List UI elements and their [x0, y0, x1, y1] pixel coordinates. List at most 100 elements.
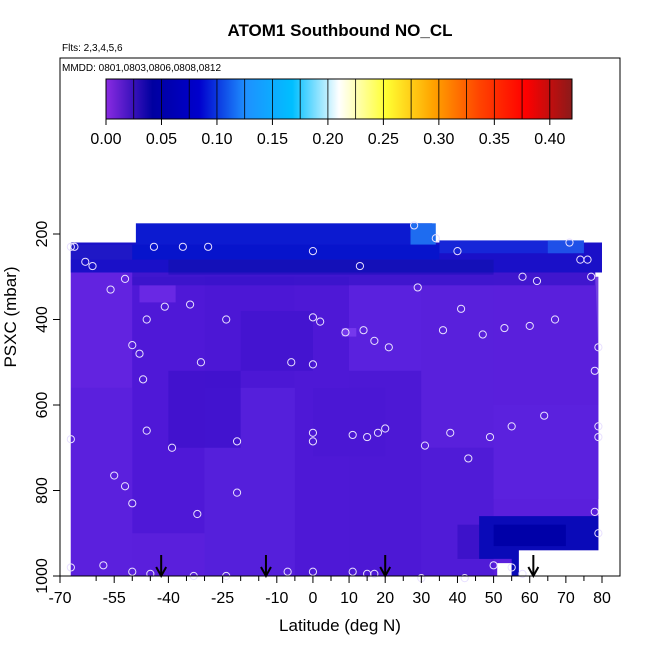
profile-point: [532, 276, 542, 286]
x-axis: -70 -55 -40 -25 -10 0 10 20 30 40 50 60 70 80: [48, 576, 611, 607]
profile-point: [518, 569, 527, 578]
field-patch: [70, 259, 133, 388]
profile-point: [583, 255, 592, 264]
x-axis-label: Latitude (deg N): [279, 616, 401, 635]
profile-point: [308, 437, 318, 446]
profile-point: [363, 432, 372, 442]
y-tick-label: 200: [34, 221, 51, 248]
x-tick-label: -70: [48, 590, 71, 607]
profile-point: [431, 234, 440, 243]
x-tick-label: 0: [308, 590, 317, 607]
profile-point: [540, 411, 549, 420]
profile-point: [594, 529, 603, 538]
profile-point: [590, 366, 599, 375]
profile-point: [149, 242, 159, 251]
y-tick-label: 600: [34, 392, 51, 419]
profile-point: [287, 358, 296, 367]
profile-point: [142, 315, 151, 324]
y-axis-label: PSXC (mbar): [1, 266, 20, 367]
x-tick-label: 70: [557, 590, 575, 607]
profile-point: [120, 482, 130, 491]
profile-point: [142, 426, 151, 435]
x-tick-label: 10: [340, 590, 358, 607]
profile-point: [348, 430, 357, 440]
field-right-light: [547, 240, 584, 254]
profile-point: [590, 507, 599, 516]
heatmap-field: [70, 223, 603, 576]
profile-point: [178, 242, 187, 251]
profile-point: [193, 509, 202, 519]
field-lowlevel-core: [493, 524, 566, 547]
y-tick-label: 800: [34, 477, 51, 504]
profile-point: [128, 341, 137, 350]
profile-points: [66, 221, 603, 583]
field-patch: [168, 370, 241, 448]
profile-point: [185, 300, 195, 309]
profile-point: [341, 328, 350, 337]
profile-point: [196, 358, 206, 367]
profile-point: [283, 567, 292, 576]
x-tick-label: -10: [265, 590, 288, 607]
colorbar-tick-label: 0.10: [201, 131, 232, 148]
profile-point: [355, 261, 365, 271]
colorbar-tick-label: 0.15: [257, 131, 288, 148]
profile-point: [139, 375, 148, 384]
x-tick-label: -55: [103, 590, 126, 607]
flights-subtitle: Flts: 2,3,4,5,6: [62, 43, 123, 54]
profile-point: [460, 574, 469, 583]
profile-point: [128, 499, 137, 508]
profile-point: [518, 272, 527, 281]
x-tick-label: 20: [376, 590, 394, 607]
profile-point: [359, 326, 368, 335]
profile-point: [594, 422, 603, 431]
field-transition-band: [132, 272, 595, 286]
profile-point: [587, 272, 596, 281]
profile-point: [135, 349, 144, 358]
field-mid-band: [132, 244, 440, 260]
profile-point: [594, 432, 603, 442]
profile-point: [489, 561, 498, 570]
profile-point: [438, 326, 448, 335]
field-right-band: [439, 240, 574, 254]
profile-point: [348, 567, 357, 576]
x-tick-label: 30: [412, 590, 430, 607]
field-patch: [493, 276, 599, 405]
profile-point: [507, 422, 516, 431]
profile-point: [565, 238, 574, 247]
colorbar-tick-label: 0.00: [90, 131, 121, 148]
field-left-band: [70, 244, 133, 260]
profile-point: [232, 488, 242, 497]
colorbar-ticks: 0.00 0.05 0.10 0.15 0.20 0.25 0.30 0.35 0.40: [90, 79, 565, 148]
plot-frame: [59, 57, 621, 577]
profile-point: [99, 561, 108, 570]
profile-point: [167, 443, 177, 452]
profile-point: [204, 242, 213, 251]
profile-point: [456, 304, 466, 313]
profile-point: [384, 343, 393, 352]
colorbar-tick-label: 0.35: [479, 131, 510, 148]
colorbar-tick-label: 0.30: [423, 131, 454, 148]
profile-point: [500, 323, 509, 333]
profile-point: [316, 317, 325, 326]
x-tick-label: 50: [485, 590, 503, 607]
field-top-band: [135, 223, 433, 245]
profile-point: [308, 360, 318, 369]
profile-point: [370, 569, 379, 578]
x-tick-label: 60: [521, 590, 539, 607]
chart-title: ATOM1 Southbound NO_CL: [227, 21, 452, 40]
profile-point: [550, 315, 560, 324]
profile-point: [81, 257, 90, 266]
profile-point: [464, 454, 473, 463]
profile-point: [446, 428, 455, 437]
profile-point: [308, 313, 318, 322]
x-tick-label: -40: [157, 590, 180, 607]
colorbar-tick-label: 0.40: [534, 131, 565, 148]
profile-point: [420, 441, 430, 450]
profile-point: [478, 330, 487, 339]
field-patch: [312, 387, 386, 457]
field-patch: [240, 310, 313, 371]
profile-point: [373, 428, 383, 437]
colorbar-tick-label: 0.20: [312, 131, 343, 148]
colorbar: [105, 78, 573, 120]
